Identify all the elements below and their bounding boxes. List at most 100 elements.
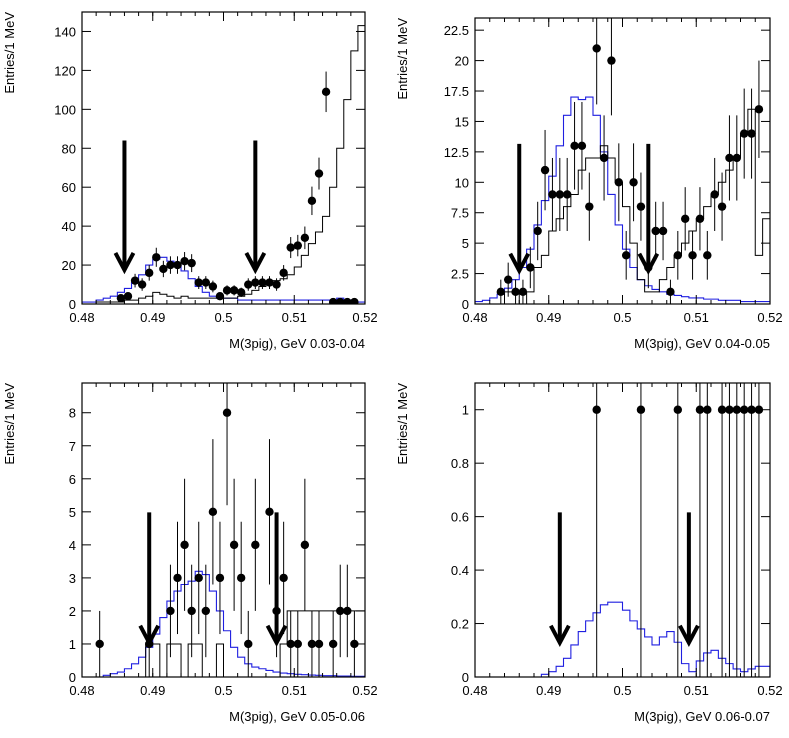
selection-arrow [113,140,136,275]
data-point [350,639,359,649]
panel-bottom-left: 0.48 0.49 0.5 0.51 0.52 0 1 2 3 4 5 6 7 8 M(3pig), GeV… [2,382,378,724]
y-tick-label: 60 [62,180,76,195]
data-point [607,56,616,65]
data-point [673,251,683,260]
data-point [173,260,182,270]
x-tick-label: 0.48 [462,683,487,698]
data-point [166,606,175,616]
data-point [300,233,310,243]
selection-arrow [549,512,571,647]
x-tick-label: 0.48 [69,310,94,325]
data-point [229,286,239,295]
data-point [222,286,232,295]
data-point [562,190,572,199]
data-point [187,606,196,616]
data-point [279,573,288,583]
data-point [629,178,638,187]
selection-arrow [138,512,160,647]
x-tick-label: 0.5 [613,683,631,698]
data-point [717,202,727,211]
y-tick-label: 0 [462,670,469,685]
data-point [555,190,565,199]
x-axis-label: M(3pig), GeV 0.04-0.05 [634,336,770,351]
y-tick-label: 80 [62,141,76,156]
data-point [688,251,697,260]
y-tick-label: 3 [69,571,76,586]
x-tick-label: 0.52 [352,310,377,325]
data-point [533,226,542,236]
y-tick-label: 1 [462,403,469,418]
arrow-head [549,624,571,647]
x-tick-label: 0.48 [69,683,94,698]
data-point [577,141,587,150]
signal-mc-histogram [82,256,365,304]
selection-arrow [244,140,267,275]
data-point [208,282,218,291]
x-tick-label: 0.51 [684,310,709,325]
data-point [173,573,182,583]
y-tick-label: 140 [54,24,76,39]
y-tick-label: 12.5 [444,145,469,160]
x-tick-label: 0.51 [684,683,709,698]
arrow-head [265,624,288,647]
data-point [180,256,189,266]
selection-arrow [637,143,660,275]
x-tick-label: 0.52 [757,683,782,698]
data-point [754,105,764,114]
data-point [695,405,705,414]
data-point [159,264,168,274]
data-point [251,278,260,287]
data-point [286,639,295,649]
data-point [123,292,133,301]
data-point [272,280,281,289]
signal-mc-histogram [475,96,770,304]
y-tick-label: 17.5 [444,84,469,99]
panel-bottom-right: 0.48 0.49 0.5 0.51 0.52 0 0.2 0.4 0.6 0.8 1 M(3pig)… [395,382,783,724]
y-tick-label: 5 [462,236,469,251]
data-point [739,405,749,414]
data-point [710,190,719,199]
data-point [236,573,246,583]
y-tick-label: 120 [54,63,76,78]
x-tick-label: 0.49 [140,683,165,698]
x-tick-label: 0.52 [352,683,377,698]
data-point [286,243,295,252]
data-point [215,292,225,301]
data-point [244,639,253,649]
y-tick-label: 2.5 [451,267,469,282]
y-axis-label: Entries/1 MeV [395,383,410,465]
y-tick-label: 22.5 [444,23,469,38]
x-tick-label: 0.48 [462,310,487,325]
data-point [673,405,683,414]
data-point [145,268,154,278]
data-point [194,573,203,583]
data-point [658,226,668,236]
y-tick-label: 0.4 [451,563,469,578]
data-point [747,405,756,414]
data-point [754,405,764,414]
plot-area [82,25,365,304]
data-point [599,153,609,163]
data-point [293,241,302,250]
x-tick-label: 0.49 [140,310,165,325]
data-point [636,202,646,211]
y-tick-label: 100 [54,102,76,117]
y-tick-label: 2 [69,604,76,619]
arrow-head [678,624,700,647]
data-point [350,297,359,304]
data-point [244,280,253,289]
data-point [732,405,742,414]
x-tick-label: 0.49 [536,683,561,698]
y-axis-label: Entries/1 MeV [2,12,17,94]
y-tick-label: 15 [455,114,469,129]
data-point [307,639,317,649]
plot-area [475,383,770,677]
y-axis-label: Entries/1 MeV [395,18,410,100]
data-point [314,169,324,178]
data-point [166,260,175,270]
data-point [265,507,274,517]
data-point [201,278,211,287]
x-tick-label: 0.5 [214,683,232,698]
data-point [592,44,601,53]
